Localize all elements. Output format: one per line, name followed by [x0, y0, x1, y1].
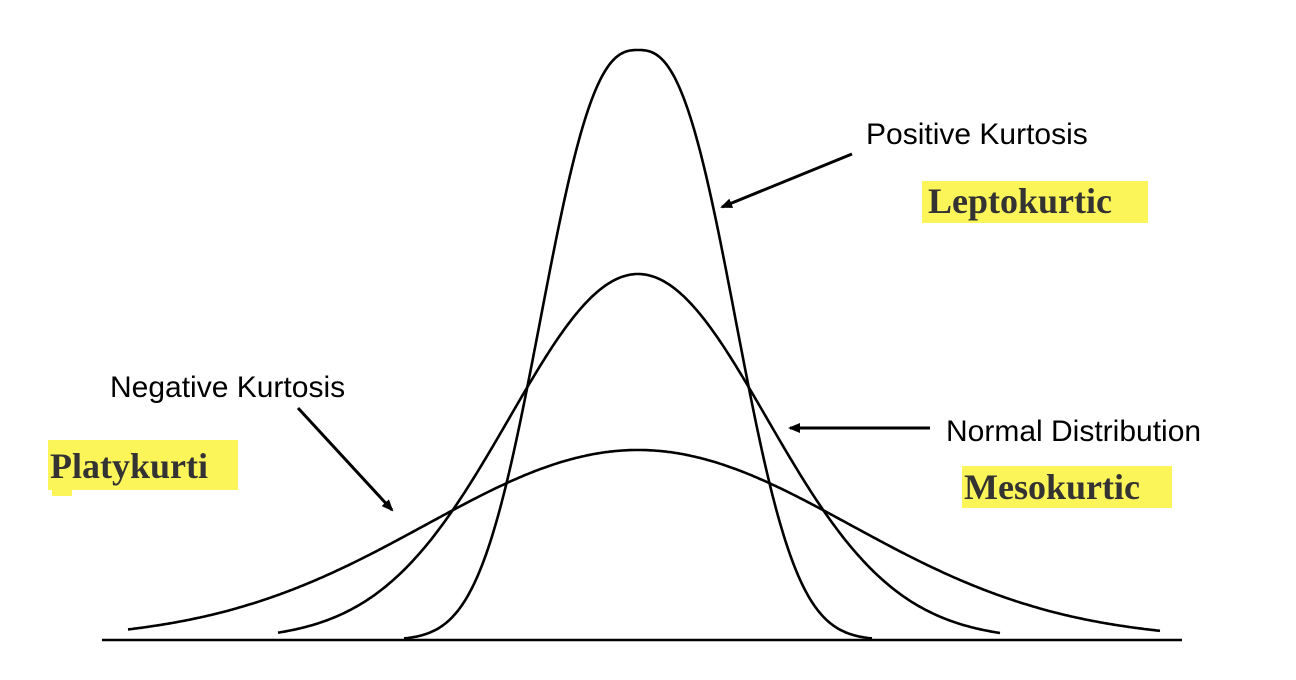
leptokurtic-curve: [403, 48, 873, 640]
platykurti-label: Platykurti: [50, 446, 208, 486]
negative-kurtosis-arrow: [296, 406, 394, 512]
leptokurtic-label: Leptokurtic: [928, 181, 1112, 221]
negative-kurtosis-label: Negative Kurtosis: [110, 371, 345, 404]
mesokurtic-highlight: [962, 466, 1172, 508]
mesokurtic-label: Mesokurtic: [964, 467, 1140, 507]
leptokurtic-highlight: [922, 181, 1148, 223]
positive-kurtosis-arrow: [720, 152, 853, 209]
positive-kurtosis-label: Positive Kurtosis: [866, 118, 1088, 151]
platykurti-highlight-tick: [52, 490, 72, 496]
platykurti-highlight: [48, 440, 238, 490]
platykurtic-curve: [127, 448, 1161, 633]
normal-distribution-label: Normal Distribution: [946, 415, 1201, 448]
mesokurtic-curve: [277, 272, 1001, 635]
